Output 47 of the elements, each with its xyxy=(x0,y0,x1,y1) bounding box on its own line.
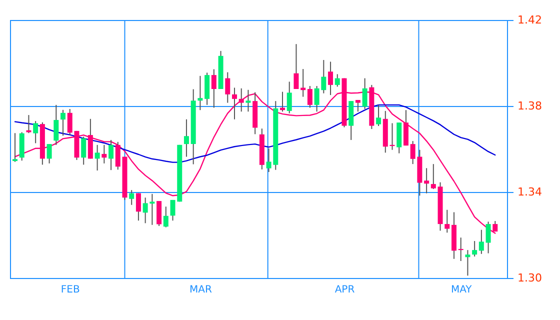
candlestick xyxy=(328,61,334,96)
candlestick xyxy=(444,209,450,234)
candlestick xyxy=(184,118,189,158)
candlestick xyxy=(486,221,491,254)
candlestick xyxy=(81,136,86,166)
x-tick-label: MAY xyxy=(450,284,473,296)
y-tick-label: 1.34 xyxy=(518,186,542,198)
candlestick xyxy=(246,89,251,112)
candlestick xyxy=(390,122,395,150)
candlestick xyxy=(94,144,100,171)
candlestick xyxy=(225,72,230,104)
y-tick-label: 1.38 xyxy=(518,100,542,112)
candlestick xyxy=(33,120,38,144)
candlestick xyxy=(54,104,59,146)
candlestick xyxy=(136,192,141,222)
candlestick xyxy=(286,81,292,114)
candlestick xyxy=(60,109,66,136)
candlestick xyxy=(198,75,203,111)
candlestick xyxy=(307,86,312,108)
candlestick xyxy=(211,68,216,108)
x-tick-label: APR xyxy=(334,284,355,296)
candlestick xyxy=(403,110,408,146)
candlestick xyxy=(204,72,210,106)
candlestick xyxy=(280,91,286,112)
candlestick xyxy=(294,44,299,90)
x-tick-label: MAR xyxy=(189,284,212,296)
candlestick xyxy=(334,74,340,88)
candlestick xyxy=(102,144,107,164)
candlestick xyxy=(376,104,382,126)
candlestick xyxy=(458,237,464,262)
candlestick xyxy=(108,139,114,171)
y-tick-label: 1.30 xyxy=(518,272,542,284)
candlestick xyxy=(88,118,93,160)
candlestick xyxy=(129,190,134,206)
candlestick xyxy=(424,168,430,194)
candlestick xyxy=(465,250,470,276)
candlestick xyxy=(430,164,436,190)
candlestick xyxy=(163,206,168,228)
candlestick xyxy=(156,200,162,226)
candlestick xyxy=(362,78,368,110)
candlestick xyxy=(12,132,18,162)
candlestick xyxy=(472,240,478,257)
candlestick xyxy=(300,68,306,98)
candlestick xyxy=(46,144,52,164)
candlestick xyxy=(478,229,484,254)
y-tick-label: 1.42 xyxy=(518,14,542,26)
x-tick-label: FEB xyxy=(60,284,80,296)
